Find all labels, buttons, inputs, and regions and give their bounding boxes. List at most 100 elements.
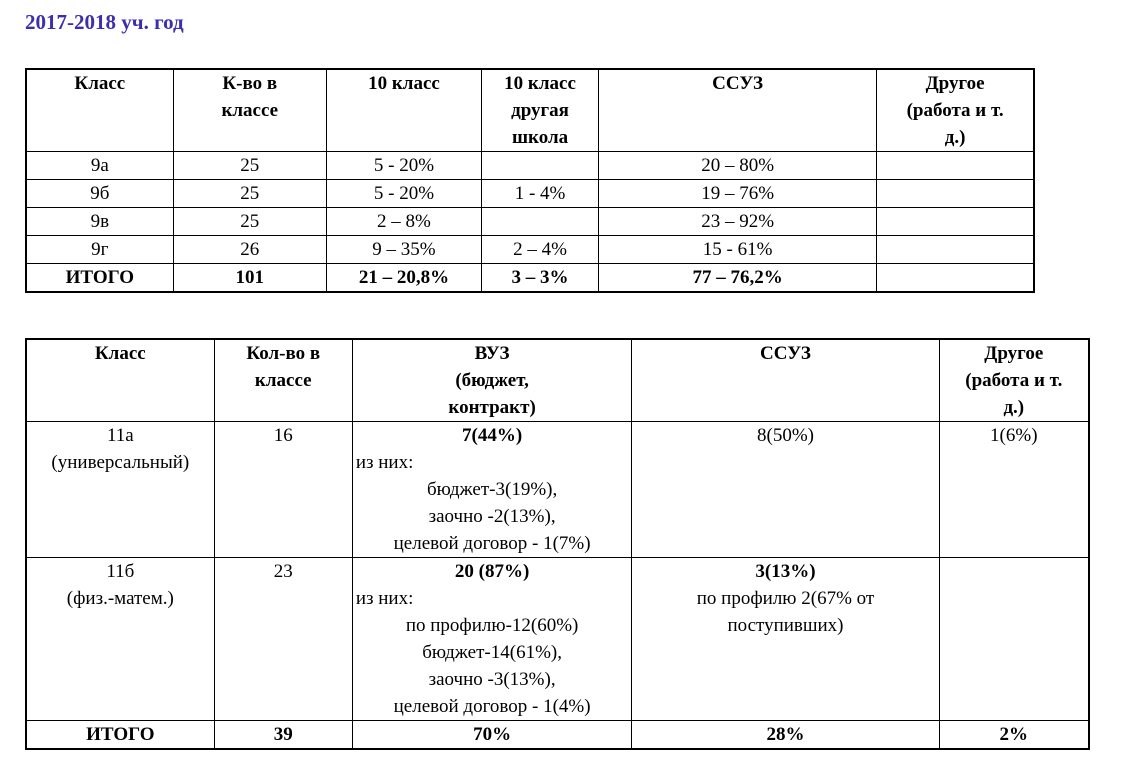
cell-line: 9 – 35% — [372, 239, 436, 260]
cell-line: 23 — [273, 561, 293, 582]
header-line: ВУЗ — [474, 343, 510, 364]
cell-line: 1 - 4% — [514, 183, 566, 204]
column-header: ССУЗ — [597, 68, 878, 152]
table-cell: 5 - 20% — [325, 179, 483, 208]
header-line: ССУЗ — [712, 73, 764, 94]
table-cell: 25 — [172, 207, 327, 236]
table-cell: 20 (87%) из них: по профилю-12(60%) бюджет-… — [351, 557, 633, 721]
cell-line: 9г — [91, 239, 109, 260]
cell-line: заочно -3(13%), — [428, 669, 556, 690]
header-line: (бюджет, — [455, 370, 529, 391]
cell-line: 8(50%) — [757, 425, 814, 446]
header-line: (работа и т. — [965, 370, 1063, 391]
table-cell: 9г — [25, 235, 174, 264]
cell-line: 16 — [273, 425, 293, 446]
column-header: ССУЗ — [631, 338, 940, 422]
cell-line: 70% — [473, 724, 512, 745]
header-line: классе — [254, 370, 312, 391]
header-line: Класс — [94, 343, 146, 364]
table-cell: 9в — [25, 207, 174, 236]
table-cell: 3(13%) по профилю 2(67% от поступивших) — [631, 557, 940, 721]
cell-line: бюджет-3(19%), — [426, 479, 558, 500]
cell-line: 25 — [240, 155, 260, 176]
table-cell: 101 — [172, 263, 327, 293]
cell-line: 2% — [999, 724, 1029, 745]
grade11-results-table: Класс Кол-во в классе ВУЗ (бюджет, контракт) С… — [25, 338, 1090, 750]
table-cell: 2 – 4% — [481, 235, 599, 264]
table-row: 9в 25 2 – 8% 23 – 92% — [25, 207, 1035, 236]
column-header: Другое (работа и т. д.) — [938, 338, 1090, 422]
cell-line: поступивших) — [727, 615, 844, 636]
column-header: Кол-во в классе — [213, 338, 353, 422]
table-cell: 20 – 80% — [597, 151, 878, 180]
header-row: Класс К-во в классе 10 класс 10 класс другая ш… — [25, 68, 1035, 152]
cell-line: 9а — [90, 155, 109, 176]
header-line: 10 класс — [368, 73, 440, 94]
grade9-results-table: Класс К-во в классе 10 класс 10 класс другая ш… — [25, 68, 1035, 293]
table-row: 11а (универсальный) 16 7(44%) из них: бюджет-… — [25, 421, 1090, 558]
cell-line: (физ.-матем.) — [66, 588, 174, 609]
table-cell: 26 — [172, 235, 327, 264]
table-cell: 7(44%) из них: бюджет-3(19%), заочно -2(13%… — [351, 421, 633, 558]
column-header: ВУЗ (бюджет, контракт) — [351, 338, 633, 422]
header-line: Кол-во в — [246, 343, 321, 364]
cell-line: целевой договор - 1(4%) — [393, 696, 591, 717]
table-cell: 1(6%) — [938, 421, 1090, 558]
cell-line: 26 — [240, 239, 260, 260]
header-line: контракт) — [448, 397, 536, 418]
cell-line: 20 (87%) — [454, 561, 530, 582]
table-cell — [938, 557, 1090, 721]
table-cell: 8(50%) — [631, 421, 940, 558]
table-cell: 23 — [213, 557, 353, 721]
total-row: ИТОГО 39 70% 28% 2% — [25, 720, 1090, 750]
cell-line: 77 – 76,2% — [692, 267, 783, 288]
table-cell — [876, 235, 1035, 264]
table-cell: 70% — [351, 720, 633, 750]
column-header: К-во в классе — [172, 68, 327, 152]
table-cell: 21 – 20,8% — [325, 263, 483, 293]
table-cell: 19 – 76% — [597, 179, 878, 208]
cell-line: 2 – 4% — [513, 239, 567, 260]
header-line: Другое — [925, 73, 985, 94]
table-cell — [481, 207, 599, 236]
cell-line: бюджет-14(61%), — [422, 642, 562, 663]
header-row: Класс Кол-во в классе ВУЗ (бюджет, контракт) С… — [25, 338, 1090, 422]
table-cell: 77 – 76,2% — [597, 263, 878, 293]
header-line: Класс — [74, 73, 126, 94]
cell-line: 25 — [240, 183, 260, 204]
page-title: 2017-2018 уч. год — [25, 10, 184, 34]
cell-line: 39 — [273, 724, 293, 745]
table-cell: 2 – 8% — [325, 207, 483, 236]
table-cell — [876, 263, 1035, 293]
table-row: 9б 25 5 - 20% 1 - 4% 19 – 76% — [25, 179, 1035, 208]
table-cell — [876, 179, 1035, 208]
cell-line: по профилю-12(60%) — [405, 615, 579, 636]
total-row: ИТОГО 101 21 – 20,8% 3 – 3% 77 – 76,2% — [25, 263, 1035, 293]
cell-line: 11а — [106, 425, 134, 446]
table-cell: 28% — [631, 720, 940, 750]
cell-line: 5 - 20% — [373, 155, 435, 176]
cell-line: ИТОГО — [86, 724, 155, 745]
header-line: (работа и т. — [906, 100, 1004, 121]
cell-line: 28% — [766, 724, 805, 745]
cell-line: заочно -2(13%), — [428, 506, 556, 527]
column-header: Другое (работа и т. д.) — [876, 68, 1035, 152]
header-line: 10 класс — [504, 73, 576, 94]
cell-line: 101 — [235, 267, 265, 288]
table-cell: 1 - 4% — [481, 179, 599, 208]
cell-line: 3 – 3% — [511, 267, 569, 288]
table-cell: 9 – 35% — [325, 235, 483, 264]
column-header: Класс — [25, 68, 174, 152]
cell-line: 3(13%) — [755, 561, 816, 582]
table-row: 9г 26 9 – 35% 2 – 4% 15 - 61% — [25, 235, 1035, 264]
header-line: ССУЗ — [760, 343, 811, 364]
cell-line: 1(6%) — [990, 425, 1038, 446]
table-row: 9а 25 5 - 20% 20 – 80% — [25, 151, 1035, 180]
cell-line: 5 - 20% — [373, 183, 435, 204]
header-line: д.) — [944, 127, 966, 148]
table-cell — [876, 151, 1035, 180]
header-line: д.) — [1003, 397, 1025, 418]
table-cell — [481, 151, 599, 180]
header-line: школа — [511, 127, 569, 148]
